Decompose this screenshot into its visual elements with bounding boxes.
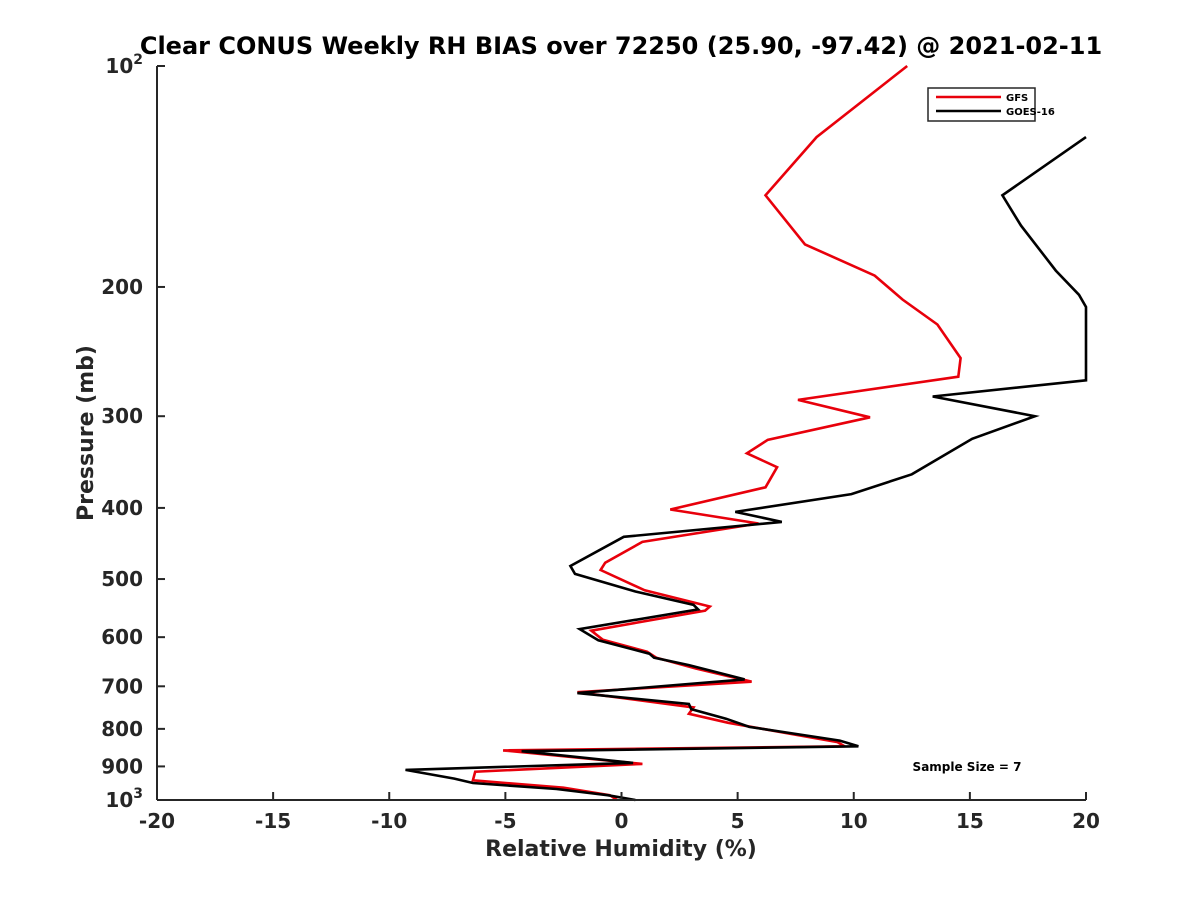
legend-label-gfs: GFS (1006, 93, 1028, 104)
y-tick-label: 600 (101, 625, 143, 649)
x-tick-label: 0 (615, 809, 629, 833)
y-tick-label: 200 (101, 275, 143, 299)
y-axis-label: Pressure (mb) (74, 345, 99, 521)
chart-title: Clear CONUS Weekly RH BIAS over 72250 (2… (140, 32, 1102, 60)
x-tick-label: -5 (494, 809, 516, 833)
sample-size-annotation: Sample Size = 7 (913, 760, 1022, 774)
series-line-goes16 (405, 136, 1088, 802)
legend-label-goes16: GOES-16 (1006, 107, 1055, 118)
x-tick-label: 15 (956, 809, 984, 833)
y-tick-label: 700 (101, 674, 143, 698)
x-tick-label: -15 (255, 809, 291, 833)
y-tick-group: 102 200 300 400 500 600 700 800 900 103 (101, 52, 165, 812)
x-tick-label: -10 (371, 809, 407, 833)
x-tick-group: -20 -15 -10 -5 0 5 10 15 20 (139, 792, 1100, 833)
legend-box (927, 87, 1036, 122)
y-tick-label: 500 (101, 567, 143, 591)
x-tick-label: 20 (1072, 809, 1100, 833)
legend: GFS GOES-16 (927, 87, 1055, 122)
y-tick-label: 300 (101, 404, 143, 428)
y-tick-label: 400 (101, 496, 143, 520)
x-tick-label: 10 (840, 809, 868, 833)
x-tick-label: -20 (139, 809, 175, 833)
x-tick-label: 5 (731, 809, 745, 833)
y-tick-label: 103 (105, 786, 143, 812)
y-tick-label: 102 (105, 52, 143, 78)
y-tick-label: 800 (101, 717, 143, 741)
x-axis-label: Relative Humidity (%) (485, 837, 757, 862)
series-layer (405, 64, 1088, 802)
y-tick-label: 900 (101, 754, 143, 778)
